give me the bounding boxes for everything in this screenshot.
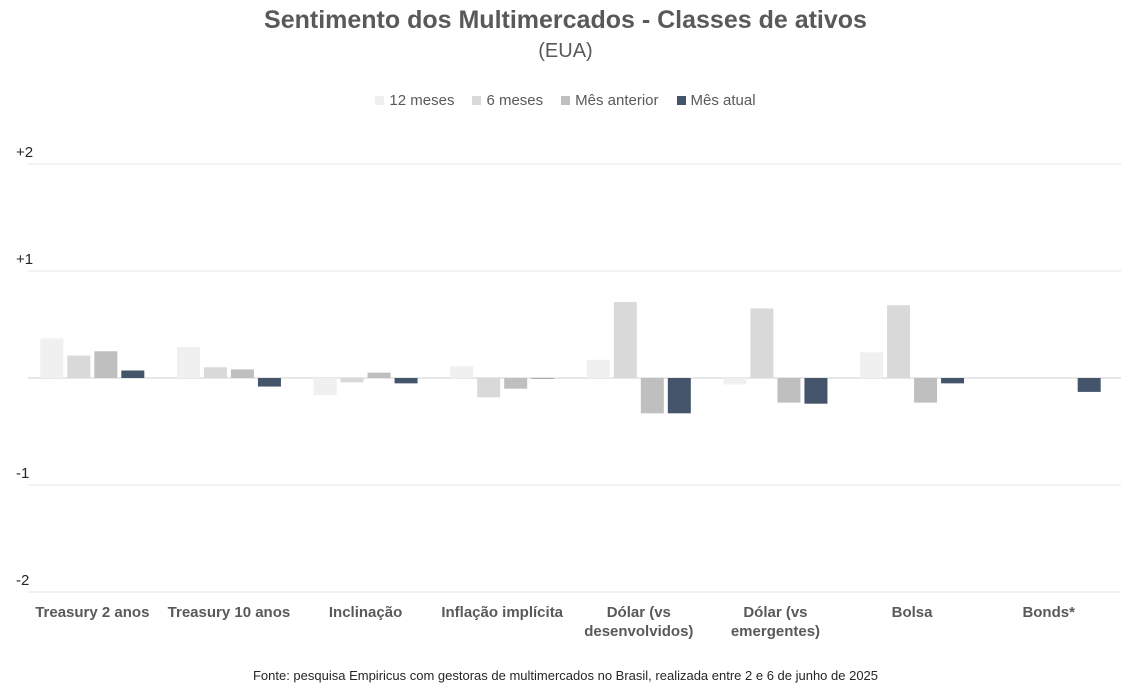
x-tick-label: Dólar (vs desenvolvidos) <box>584 604 693 640</box>
x-tick-label: Bolsa <box>892 604 934 621</box>
chart-legend: 12 meses 6 meses Mês anterior Mês atual <box>0 92 1131 109</box>
bar <box>450 366 474 378</box>
x-tick-label-line: Treasury 10 anos <box>168 604 291 621</box>
x-tick-label-line: Bonds* <box>1022 604 1075 621</box>
x-tick-label: Bonds* <box>1022 604 1075 621</box>
legend-swatch <box>561 96 571 105</box>
bar <box>40 338 64 378</box>
bar <box>750 308 774 378</box>
bar <box>640 378 664 414</box>
bar <box>531 378 555 379</box>
bar <box>914 378 938 403</box>
bar <box>94 351 118 378</box>
legend-item-6-meses: 6 meses <box>472 92 543 109</box>
legend-swatch <box>472 96 482 105</box>
legend-item-mes-atual: Mês atual <box>676 92 756 109</box>
bar <box>586 359 610 378</box>
bar <box>203 367 227 378</box>
legend-swatch <box>676 96 686 105</box>
gridlines <box>28 163 1121 593</box>
bar <box>176 346 200 378</box>
legend-swatch <box>375 96 385 105</box>
y-tick-label: -2 <box>16 572 29 589</box>
bar <box>340 378 364 383</box>
bar <box>313 378 337 396</box>
bar <box>394 378 418 384</box>
x-tick-label: Treasury 10 anos <box>168 604 291 621</box>
bar <box>667 378 691 414</box>
bar <box>504 378 528 389</box>
x-tick-label-line: Bolsa <box>892 604 934 621</box>
bar <box>67 355 91 378</box>
x-tick-label-line: desenvolvidos) <box>584 623 693 640</box>
bar <box>1077 378 1101 392</box>
bars <box>40 302 1101 414</box>
bar <box>613 302 637 378</box>
chart-title: Sentimento dos Multimercados - Classes d… <box>264 6 867 34</box>
bar <box>477 378 501 398</box>
x-tick-label-line: Dólar (vs <box>743 604 807 621</box>
legend-item-12-meses: 12 meses <box>375 92 454 109</box>
legend-label: Mês atual <box>690 92 756 109</box>
bar <box>804 378 828 404</box>
bar <box>941 378 965 384</box>
legend-label: Mês anterior <box>575 92 659 109</box>
x-tick-label-line: Dólar (vs <box>607 604 671 621</box>
chart-subtitle: (EUA) <box>538 40 593 62</box>
bar <box>367 372 391 378</box>
x-tick-label: Inclinação <box>329 604 402 621</box>
bar <box>257 378 281 387</box>
x-tick-label-line: Inclinação <box>329 604 402 621</box>
x-axis-labels: Treasury 2 anos Treasury 10 anos Inclinaçã… <box>35 604 1075 640</box>
bar <box>860 352 884 378</box>
bar <box>121 370 145 378</box>
bar <box>887 305 911 378</box>
legend-label: 6 meses <box>486 92 544 109</box>
bar <box>230 369 254 378</box>
x-tick-label-line: emergentes) <box>731 623 820 640</box>
x-tick-label: Dólar (vs emergentes) <box>731 604 820 640</box>
x-tick-label-line: Inflação implícita <box>441 604 563 621</box>
bar <box>777 378 801 403</box>
x-tick-label: Treasury 2 anos <box>35 604 149 621</box>
bar <box>723 378 747 385</box>
source-footnote: Fonte: pesquisa Empiricus com gestoras d… <box>252 668 879 683</box>
legend-label: 12 meses <box>389 92 455 109</box>
legend-item-mes-anterior: Mês anterior <box>561 92 659 109</box>
x-tick-label: Inflação implícita <box>441 604 563 621</box>
y-tick-label: +1 <box>16 251 33 268</box>
y-tick-label: +2 <box>16 144 33 161</box>
y-tick-label: -1 <box>16 465 29 482</box>
y-axis-ticks: +2 +1 -1 -2 <box>16 144 33 589</box>
x-tick-label-line: Treasury 2 anos <box>35 604 149 621</box>
